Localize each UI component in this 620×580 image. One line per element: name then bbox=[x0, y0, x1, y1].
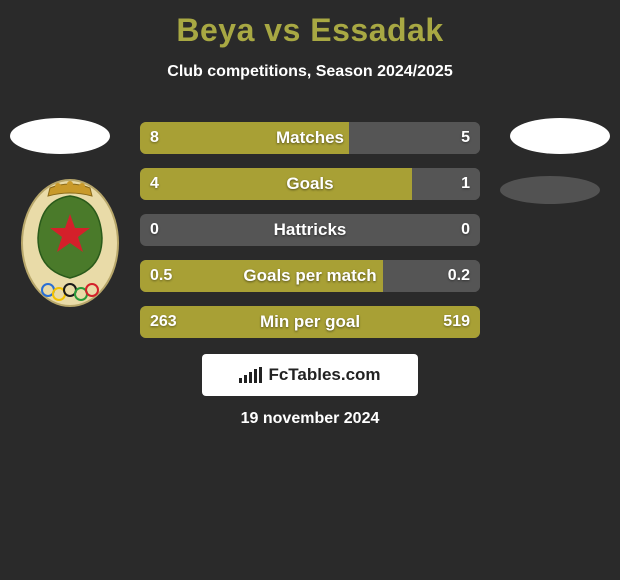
stat-row-hattricks: 0 Hattricks 0 bbox=[140, 214, 480, 246]
player-right-club-placeholder bbox=[500, 176, 600, 204]
snapshot-date: 19 november 2024 bbox=[0, 410, 620, 428]
stat-value-right: 519 bbox=[443, 306, 470, 338]
stat-value-right: 0 bbox=[461, 214, 470, 246]
subtitle: Club competitions, Season 2024/2025 bbox=[0, 63, 620, 81]
player-left-club-crest bbox=[20, 178, 120, 308]
stat-label: Goals bbox=[140, 168, 480, 200]
stat-row-goals-per-match: 0.5 Goals per match 0.2 bbox=[140, 260, 480, 292]
stat-label: Goals per match bbox=[140, 260, 480, 292]
stat-row-matches: 8 Matches 5 bbox=[140, 122, 480, 154]
brand-label: FcTables.com bbox=[268, 365, 380, 385]
stat-row-min-per-goal: 263 Min per goal 519 bbox=[140, 306, 480, 338]
stat-label: Matches bbox=[140, 122, 480, 154]
brand-link[interactable]: FcTables.com bbox=[202, 354, 418, 396]
stat-value-right: 5 bbox=[461, 122, 470, 154]
stats-comparison: 8 Matches 5 4 Goals 1 0 Hattricks 0 0.5 … bbox=[140, 122, 480, 352]
stat-value-right: 0.2 bbox=[448, 260, 470, 292]
player-left-photo-placeholder bbox=[10, 118, 110, 154]
stat-value-right: 1 bbox=[461, 168, 470, 200]
player-right-photo-placeholder bbox=[510, 118, 610, 154]
stat-label: Hattricks bbox=[140, 214, 480, 246]
brand-bars-icon bbox=[239, 367, 262, 383]
stat-label: Min per goal bbox=[140, 306, 480, 338]
page-title: Beya vs Essadak bbox=[0, 0, 620, 49]
stat-row-goals: 4 Goals 1 bbox=[140, 168, 480, 200]
